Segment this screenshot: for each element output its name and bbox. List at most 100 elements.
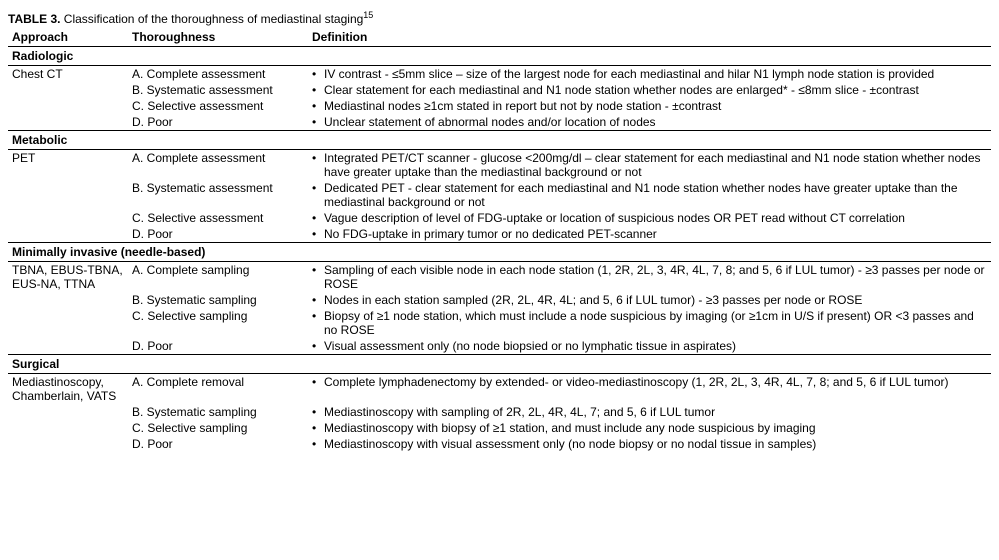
header-approach: Approach xyxy=(8,28,128,47)
header-definition: Definition xyxy=(308,28,991,47)
section-header: Surgical xyxy=(8,355,991,374)
definition-text: Dedicated PET - clear statement for each… xyxy=(324,181,987,209)
definition-cell: •Nodes in each station sampled (2R, 2L, … xyxy=(308,292,991,308)
table-row: PETA. Complete assessment•Integrated PET… xyxy=(8,150,991,181)
thoroughness-cell: A. Complete removal xyxy=(128,374,308,405)
section-header: Minimally invasive (needle-based) xyxy=(8,243,991,262)
title-rest: Classification of the thoroughness of me… xyxy=(60,12,363,26)
header-row: Approach Thoroughness Definition xyxy=(8,28,991,47)
title-superscript: 15 xyxy=(363,10,373,20)
section-name: Minimally invasive (needle-based) xyxy=(8,243,991,262)
definition-text: Visual assessment only (no node biopsied… xyxy=(324,339,987,353)
bullet-icon: • xyxy=(312,181,320,209)
bullet-icon: • xyxy=(312,211,320,225)
bullet-icon: • xyxy=(312,375,320,389)
definition-text: Vague description of level of FDG-uptake… xyxy=(324,211,987,225)
definition-cell: •Integrated PET/CT scanner - glucose <20… xyxy=(308,150,991,181)
approach-cell: Mediastinoscopy, Chamberlain, VATS xyxy=(8,374,128,405)
table-title: TABLE 3. Classification of the thoroughn… xyxy=(8,8,991,28)
definition-cell: •Complete lymphadenectomy by extended- o… xyxy=(308,374,991,405)
definition-cell: • Clear statement for each mediastinal an… xyxy=(308,82,991,98)
bullet-icon: • xyxy=(312,339,320,353)
definition-cell: • Visual assessment only (no node biopsie… xyxy=(308,338,991,355)
definition-cell: •Dedicated PET - clear statement for eac… xyxy=(308,180,991,210)
thoroughness-cell: D. Poor xyxy=(128,226,308,243)
thoroughness-cell: D. Poor xyxy=(128,114,308,131)
thoroughness-cell: A. Complete assessment xyxy=(128,66,308,83)
bullet-icon: • xyxy=(312,151,320,179)
section-name: Surgical xyxy=(8,355,991,374)
thoroughness-cell: D. Poor xyxy=(128,436,308,452)
approach-cell xyxy=(8,292,128,308)
section-header: Metabolic xyxy=(8,131,991,150)
bullet-icon: • xyxy=(312,437,320,451)
table-row: B. Systematic sampling • Mediastinoscopy w… xyxy=(8,404,991,420)
approach-cell xyxy=(8,82,128,98)
thoroughness-cell: B. Systematic assessment xyxy=(128,180,308,210)
approach-cell xyxy=(8,338,128,355)
definition-text: Mediastinoscopy with sampling of 2R, 2L,… xyxy=(324,405,987,419)
table-row: B. Systematic assessment • Clear statement… xyxy=(8,82,991,98)
thoroughness-cell: B. Systematic sampling xyxy=(128,292,308,308)
definition-text: Clear statement for each mediastinal and… xyxy=(324,83,987,97)
thoroughness-cell: B. Systematic assessment xyxy=(128,82,308,98)
definition-text: Unclear statement of abnormal nodes and/… xyxy=(324,115,987,129)
table-row: B. Systematic assessment•Dedicated PET -… xyxy=(8,180,991,210)
thoroughness-cell: C. Selective assessment xyxy=(128,210,308,226)
definition-cell: • Mediastinoscopy with visual assessment … xyxy=(308,436,991,452)
bullet-icon: • xyxy=(312,405,320,419)
table-row: C. Selective assessment • Vague descriptio… xyxy=(8,210,991,226)
approach-cell xyxy=(8,226,128,243)
definition-cell: • Mediastinoscopy with biopsy of ≥1 stati… xyxy=(308,420,991,436)
section-header: Radiologic xyxy=(8,47,991,66)
approach-cell xyxy=(8,420,128,436)
table-row: Mediastinoscopy, Chamberlain, VATSA. Com… xyxy=(8,374,991,405)
bullet-icon: • xyxy=(312,309,320,337)
bullet-icon: • xyxy=(312,67,320,81)
classification-table: Approach Thoroughness Definition Radiolo… xyxy=(8,28,991,452)
definition-cell: •Mediastinal nodes ≥1cm stated in report… xyxy=(308,98,991,114)
bullet-icon: • xyxy=(312,421,320,435)
definition-cell: • No FDG-uptake in primary tumor or no de… xyxy=(308,226,991,243)
header-thoroughness: Thoroughness xyxy=(128,28,308,47)
title-prefix: TABLE 3. xyxy=(8,12,60,26)
table-row: B. Systematic sampling•Nodes in each sta… xyxy=(8,292,991,308)
definition-text: Mediastinoscopy with visual assessment o… xyxy=(324,437,987,451)
definition-text: Biopsy of ≥1 node station, which must in… xyxy=(324,309,987,337)
definition-text: Sampling of each visible node in each no… xyxy=(324,263,987,291)
definition-text: No FDG-uptake in primary tumor or no ded… xyxy=(324,227,987,241)
section-name: Radiologic xyxy=(8,47,991,66)
definition-text: Integrated PET/CT scanner - glucose <200… xyxy=(324,151,987,179)
definition-text: IV contrast - ≤5mm slice – size of the l… xyxy=(324,67,987,81)
definition-cell: • Mediastinoscopy with sampling of 2R, 2L… xyxy=(308,404,991,420)
definition-cell: • Unclear statement of abnormal nodes and… xyxy=(308,114,991,131)
table-row: D. Poor•Visual assessment only (no node … xyxy=(8,338,991,355)
approach-cell: TBNA, EBUS-TBNA, EUS-NA, TTNA xyxy=(8,262,128,293)
approach-cell xyxy=(8,404,128,420)
thoroughness-cell: A. Complete sampling xyxy=(128,262,308,293)
thoroughness-cell: B. Systematic sampling xyxy=(128,404,308,420)
approach-cell xyxy=(8,180,128,210)
definition-cell: •Biopsy of ≥1 node station, which must i… xyxy=(308,308,991,338)
definition-cell: • Vague description of level of FDG-uptak… xyxy=(308,210,991,226)
bullet-icon: • xyxy=(312,83,320,97)
approach-cell: Chest CT xyxy=(8,66,128,83)
thoroughness-cell: A. Complete assessment xyxy=(128,150,308,181)
definition-cell: • IV contrast - ≤5mm slice – size of the … xyxy=(308,66,991,83)
table-row: C. Selective sampling•Biopsy of ≥1 node … xyxy=(8,308,991,338)
table-row: C. Selective sampling•Mediastinoscopy wi… xyxy=(8,420,991,436)
bullet-icon: • xyxy=(312,115,320,129)
approach-cell xyxy=(8,308,128,338)
definition-text: Mediastinoscopy with biopsy of ≥1 statio… xyxy=(324,421,987,435)
bullet-icon: • xyxy=(312,227,320,241)
bullet-icon: • xyxy=(312,263,320,291)
approach-cell xyxy=(8,114,128,131)
approach-cell: PET xyxy=(8,150,128,181)
thoroughness-cell: C. Selective sampling xyxy=(128,308,308,338)
definition-text: Nodes in each station sampled (2R, 2L, 4… xyxy=(324,293,987,307)
approach-cell xyxy=(8,436,128,452)
bullet-icon: • xyxy=(312,99,320,113)
approach-cell xyxy=(8,210,128,226)
table-row: Chest CTA. Complete assessment • IV contra… xyxy=(8,66,991,83)
section-name: Metabolic xyxy=(8,131,991,150)
